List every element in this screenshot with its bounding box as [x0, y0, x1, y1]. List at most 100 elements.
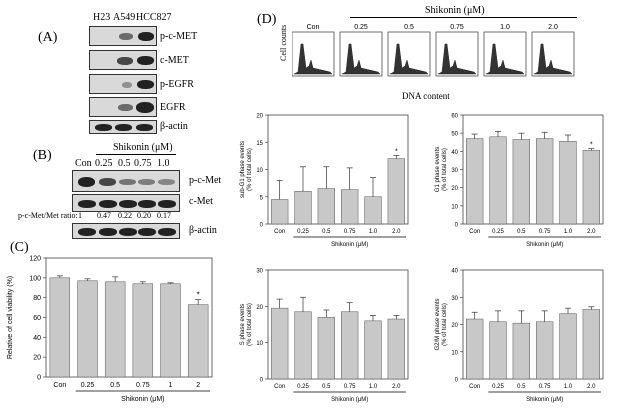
x-tick-label: Con — [53, 382, 66, 389]
cell-line-h23: H23 — [93, 12, 111, 23]
bar — [559, 313, 577, 380]
bar — [364, 320, 382, 380]
x-axis-label: Shikonin (μM) — [331, 397, 368, 403]
lane-05: 0.5 — [118, 158, 131, 169]
x-tick-label: Con — [274, 384, 285, 390]
lane-075: 0.75 — [134, 158, 152, 169]
g2m-chart: 0 10 20 30 40 Con 0.25 0.5 0.75 1.0 2.0 Shikonin (μ… — [435, 269, 604, 403]
bar — [387, 318, 405, 380]
bar — [559, 141, 577, 225]
bar — [512, 322, 530, 380]
x-axis-label: Shikonin (μM) — [526, 242, 563, 248]
y-tick-label: 80 — [33, 295, 41, 302]
x-tick-label: 1.0 — [369, 229, 378, 235]
blot-label-p-c-met: p-c-MET — [160, 31, 198, 42]
blot-label-actin-b: β-actin — [189, 225, 217, 236]
cell-line-hcc827: HCC827 — [136, 12, 172, 23]
bar — [341, 189, 359, 225]
x-tick-label: 0.25 — [492, 229, 504, 235]
ratio-025: 0.47 — [97, 211, 111, 220]
y-tick-label: 50 — [451, 132, 458, 138]
significance-star: * — [590, 142, 593, 149]
bar — [512, 139, 530, 225]
blot-egfr-a — [89, 97, 157, 117]
y-axis-label: (% of total cells) — [247, 148, 253, 191]
y-axis-label: S phase events — [240, 304, 246, 345]
flow-histogram — [341, 43, 381, 75]
bar — [536, 321, 554, 380]
y-tick-label: 0 — [260, 378, 264, 384]
x-tick-label: 2.0 — [392, 384, 401, 390]
x-tick-label: Con — [469, 229, 480, 235]
x-axis-label: Shikonin (μM) — [526, 397, 563, 403]
panel-b-label: (B) — [33, 148, 52, 163]
bar — [582, 309, 600, 380]
blot-label-p-c-met-b: p-c-Met — [189, 175, 222, 186]
y-tick-label: 30 — [451, 168, 458, 174]
y-tick-label: 10 — [451, 350, 458, 356]
flow-histogram — [293, 43, 333, 75]
y-axis-label: sub-G1 phase events — [240, 141, 246, 198]
flow-ylabel: Cell counts — [279, 24, 288, 61]
bar — [160, 283, 181, 378]
plot-frame — [462, 269, 604, 380]
flow-histograms: Con 0.25 0.5 0.75 1.0 2.0 — [292, 24, 575, 77]
y-tick-label: 0 — [37, 375, 41, 382]
y-tick-label: 20 — [256, 305, 263, 311]
bar — [271, 307, 289, 380]
y-tick-label: 15 — [256, 141, 263, 147]
bar — [294, 311, 312, 380]
x-tick-label: 0.75 — [344, 229, 356, 235]
y-tick-label: 0 — [455, 378, 459, 384]
flow-label: Con — [307, 24, 320, 31]
panel-d-header: Shikonin (μM) — [425, 5, 485, 16]
x-tick-label: 0.75 — [539, 229, 551, 235]
bar — [364, 196, 382, 225]
x-tick-label: 1.0 — [369, 384, 378, 390]
flow-label: 1.0 — [500, 24, 510, 31]
blot-actin-b — [72, 223, 180, 239]
x-tick-label: 0.25 — [492, 384, 504, 390]
y-axis-label: G2/M phase events — [435, 298, 441, 350]
x-tick-label: 0.5 — [517, 384, 526, 390]
ratio-075: 0.20 — [137, 211, 151, 220]
flow-histogram — [485, 43, 525, 75]
x-tick-label: 0.75 — [344, 384, 356, 390]
bar — [187, 304, 209, 378]
x-tick-label: 0.5 — [322, 229, 331, 235]
s-phase-chart: 0 10 20 30 Con 0.25 0.5 0.75 1.0 2.0 Shikonin (μM)… — [240, 269, 409, 403]
y-tick-label: 40 — [451, 269, 458, 275]
x-tick-label: 1.0 — [564, 229, 573, 235]
y-axis-label: G1 phase events — [435, 147, 441, 192]
y-axis-label: (% of total cells) — [442, 148, 448, 191]
blot-label-actin: β-actin — [160, 121, 188, 132]
blot-c-met-a — [89, 50, 157, 70]
bar — [466, 318, 484, 380]
flow-label: 2.0 — [548, 24, 558, 31]
header-line-d — [350, 17, 577, 18]
x-tick-label: Con — [469, 384, 480, 390]
bar — [104, 281, 126, 378]
bar — [317, 188, 335, 225]
bar — [466, 138, 484, 225]
y-axis-label: (% of total cells) — [247, 303, 253, 346]
flow-label: 0.75 — [450, 24, 464, 31]
significance-star: * — [197, 291, 200, 300]
y-tick-label: 30 — [451, 296, 458, 302]
bar — [387, 158, 405, 225]
flow-histogram — [437, 43, 477, 75]
panel-b-header: Shikonin (μM) — [113, 142, 173, 153]
y-tick-label: 60 — [451, 114, 458, 120]
y-tick-label: 40 — [33, 335, 41, 342]
blot-label-c-met-b: c-Met — [189, 196, 213, 207]
bar — [489, 136, 507, 225]
flow-label: 0.5 — [404, 24, 414, 31]
bar — [77, 280, 98, 378]
significance-star: * — [395, 148, 398, 155]
y-tick-label: 30 — [256, 269, 263, 275]
lane-025: 0.25 — [95, 158, 113, 169]
y-tick-label: 100 — [29, 275, 41, 282]
bar — [271, 199, 289, 225]
x-tick-label: 0.5 — [110, 382, 120, 389]
